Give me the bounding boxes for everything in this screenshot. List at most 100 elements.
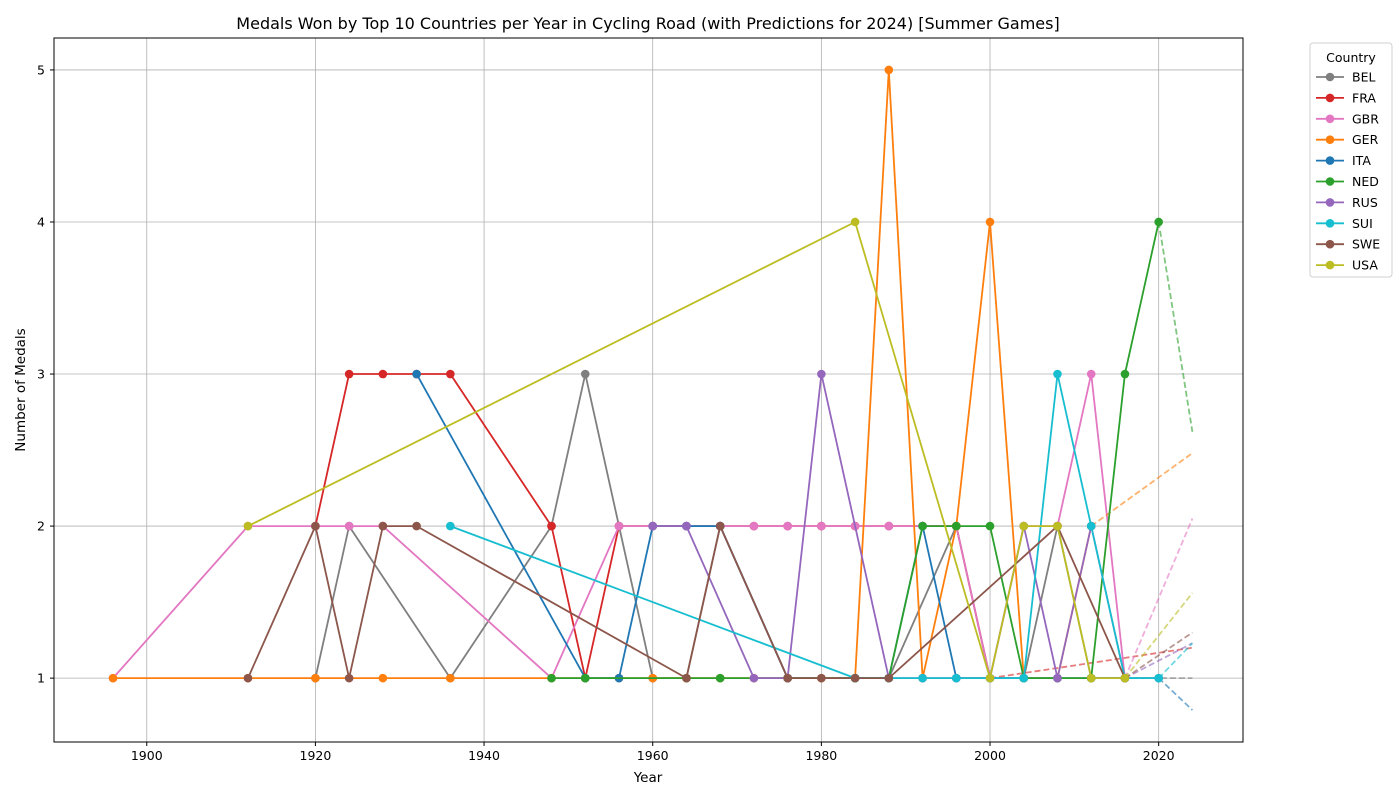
prediction-line-ger xyxy=(1090,452,1193,527)
legend-label: SWE xyxy=(1352,237,1380,252)
series-group xyxy=(108,65,1194,711)
data-point-swe xyxy=(412,521,421,531)
legend-label: ITA xyxy=(1352,153,1371,168)
legend-swatch-marker xyxy=(1325,239,1335,249)
legend-swatch-marker xyxy=(1325,156,1335,165)
data-point-sui xyxy=(951,673,961,683)
data-point-sui xyxy=(1053,369,1062,379)
x-tick-label: 1940 xyxy=(468,748,500,763)
data-point-ned xyxy=(547,673,556,683)
data-point-gbr xyxy=(1086,369,1096,379)
legend-swatch-marker xyxy=(1325,219,1335,228)
data-point-fra xyxy=(547,521,556,531)
x-tick-label: 1980 xyxy=(805,748,837,763)
series-usa xyxy=(243,217,1194,683)
legend-items: BEL FRA GBR GER ITA NED RUS SUI SWE USA xyxy=(1316,70,1380,273)
legend-label: FRA xyxy=(1352,90,1376,105)
data-point-fra xyxy=(344,369,354,379)
legend-swatch-marker xyxy=(1325,135,1335,144)
data-point-gbr xyxy=(614,521,624,531)
data-point-swe xyxy=(311,521,320,531)
data-point-swe xyxy=(850,673,860,683)
data-point-swe xyxy=(817,673,826,683)
data-point-ned xyxy=(918,521,927,531)
data-point-swe xyxy=(344,673,354,683)
data-point-swe xyxy=(378,521,388,531)
data-point-sui xyxy=(1086,521,1096,531)
data-point-swe xyxy=(783,673,792,683)
data-point-rus xyxy=(1053,673,1062,683)
data-point-usa xyxy=(985,673,995,683)
data-point-ned xyxy=(1154,217,1163,227)
legend-label: NED xyxy=(1352,174,1379,189)
y-axis-ticks: 1 2 3 4 5 xyxy=(37,62,54,686)
data-point-fra xyxy=(378,369,388,379)
prediction-line-rus xyxy=(1124,642,1193,679)
legend: Country BEL FRA GBR GER ITA NED RUS SUI SWE USA xyxy=(1309,42,1393,278)
legend-label: BEL xyxy=(1352,70,1375,85)
x-tick-label: 1960 xyxy=(637,748,669,763)
data-point-rus xyxy=(648,521,658,531)
legend-item-swe: SWE xyxy=(1316,237,1380,252)
legend-swatch-marker xyxy=(1325,93,1335,103)
legend-item-sui: SUI xyxy=(1316,216,1373,231)
data-point-ger xyxy=(108,673,118,683)
legend-label: GBR xyxy=(1352,111,1379,126)
x-axis-ticks: 1900 1920 1940 1960 1980 2000 2020 xyxy=(131,742,1175,763)
legend-label: RUS xyxy=(1352,195,1378,210)
data-point-gbr xyxy=(817,521,826,531)
legend-swatch-marker xyxy=(1325,72,1335,82)
data-point-usa xyxy=(1086,673,1096,683)
data-point-usa xyxy=(243,521,253,531)
data-point-sui xyxy=(1019,673,1029,683)
data-point-ned xyxy=(1120,369,1130,379)
data-point-usa xyxy=(1053,521,1062,531)
x-tick-label: 2000 xyxy=(974,748,1006,763)
series-swe xyxy=(243,521,1193,683)
legend-label: SUI xyxy=(1352,216,1373,231)
prediction-line-swe xyxy=(1124,631,1193,679)
data-point-ita xyxy=(412,369,421,379)
x-tick-label: 2020 xyxy=(1143,748,1175,763)
prediction-line-fra xyxy=(989,646,1193,680)
legend-label: GER xyxy=(1352,132,1379,147)
x-tick-label: 1920 xyxy=(300,748,332,763)
data-point-ger xyxy=(311,673,320,683)
data-point-rus xyxy=(749,673,759,683)
data-point-fra xyxy=(446,369,455,379)
y-tick-label: 1 xyxy=(37,671,45,686)
legend-swatch-marker xyxy=(1325,177,1335,186)
legend-swatch-marker xyxy=(1325,198,1335,207)
chart-title: Medals Won by Top 10 Countries per Year … xyxy=(236,14,1059,33)
data-point-ned xyxy=(951,521,961,531)
data-point-rus xyxy=(682,521,691,531)
x-tick-label: 1900 xyxy=(131,748,163,763)
y-tick-label: 3 xyxy=(37,367,45,382)
y-tick-label: 5 xyxy=(37,62,45,77)
data-point-ger xyxy=(985,217,995,227)
data-point-gbr xyxy=(783,521,792,531)
prediction-line-ita xyxy=(1158,677,1194,711)
data-point-sui xyxy=(918,673,927,683)
y-tick-label: 2 xyxy=(37,519,45,534)
prediction-line-usa xyxy=(1124,592,1194,679)
legend-item-ita: ITA xyxy=(1316,153,1371,168)
data-point-ned xyxy=(715,673,725,683)
legend-swatch-marker xyxy=(1325,114,1335,124)
legend-item-usa: USA xyxy=(1316,258,1378,273)
data-point-usa xyxy=(1019,521,1029,531)
legend-item-gbr: GBR xyxy=(1316,111,1379,126)
data-point-gbr xyxy=(884,521,894,531)
data-point-ger xyxy=(446,673,455,683)
prediction-line-sui xyxy=(1158,642,1194,679)
data-point-swe xyxy=(715,521,725,531)
data-point-rus xyxy=(817,369,826,379)
data-point-gbr xyxy=(749,521,759,531)
data-point-ger xyxy=(884,65,894,75)
data-point-ned xyxy=(580,673,590,683)
data-point-usa xyxy=(850,217,860,227)
y-axis-label: Number of Medals xyxy=(13,328,29,451)
data-point-ned xyxy=(985,521,995,531)
